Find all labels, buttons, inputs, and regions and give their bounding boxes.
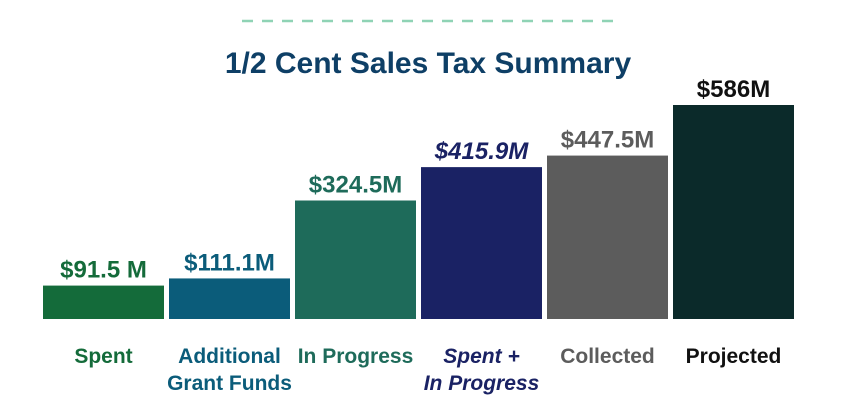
value-labels-group: $91.5 M $111.1M $324.5M $415.9M $447.5M $586M [60, 76, 770, 284]
value-label-2: $111.1M [184, 249, 275, 276]
category-label-3-line-1: In Progress [298, 345, 414, 368]
value-label-6: $586M [697, 76, 770, 103]
category-label-2-line-1: Additional [178, 345, 281, 368]
category-label-5-line-1: Collected [560, 345, 655, 368]
chart-title: 1/2 Cent Sales Tax Summary [225, 47, 632, 80]
bars-group [43, 105, 794, 319]
bar-1 [43, 285, 164, 319]
category-labels-group: Spent Additional Grant Funds In Progress Spe… [74, 345, 781, 395]
category-label-6-line-1: Projected [686, 345, 782, 368]
value-label-1: $91.5 M [60, 257, 147, 284]
bar-5 [547, 155, 668, 319]
bar-4 [421, 167, 542, 319]
bar-3 [295, 200, 416, 319]
value-label-3: $324.5M [309, 171, 402, 198]
bar-6 [673, 105, 794, 319]
category-label-2-line-2: Grant Funds [167, 372, 292, 395]
category-label-4-line-1: Spent + [443, 345, 519, 368]
value-label-4: $415.9M [434, 138, 529, 165]
bar-2 [169, 278, 290, 319]
category-label-4-line-2: In Progress [424, 372, 540, 395]
value-label-5: $447.5M [561, 127, 654, 154]
category-label-1-line-1: Spent [74, 345, 132, 368]
